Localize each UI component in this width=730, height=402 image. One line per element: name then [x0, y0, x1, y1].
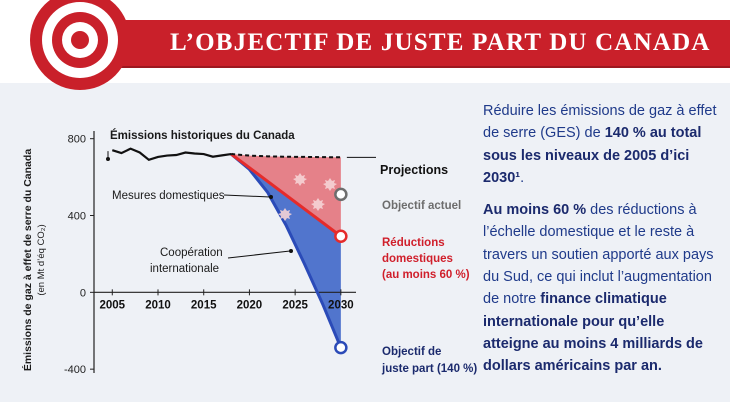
cooperation-label-1: Coopération: [160, 247, 223, 259]
side-p2-c: finance climatique internationale pour q…: [483, 291, 703, 375]
maple-leaf-icon: [323, 178, 337, 191]
x-tick-label: 2010: [145, 299, 171, 311]
y-axis-title: Émissions de gaz à effet de serre du Can…: [22, 148, 34, 372]
series-historique-line: [111, 147, 232, 162]
reductions-label-2: domestiques: [382, 253, 453, 265]
side-paragraph-2: Au moins 60 % des réductions à l’échelle…: [483, 199, 721, 377]
series-reductions-domestiques-line: [230, 152, 342, 238]
mesures-domestiques-label: Mesures domestiques: [112, 190, 225, 202]
target-icon: [30, 0, 130, 90]
side-p1-a: Réduire les émissions de gaz à effet de …: [483, 103, 717, 142]
header: L’OBJECTIF DE JUSTE PART DU CANADA: [0, 0, 730, 90]
series-projections-line: [231, 153, 341, 159]
projections-label: Projections: [380, 163, 449, 177]
marker-objectif-actuel: [334, 187, 348, 202]
maple-leaf-icon: [278, 208, 292, 221]
x-tick-label: 2015: [191, 299, 217, 311]
side-p2-a: Au moins 60 %: [483, 202, 587, 219]
chart-svg: -400 0 400 800 2005 2010 2015 2020 2025 2030: [64, 131, 376, 376]
page-title: L’OBJECTIF DE JUSTE PART DU CANADA: [170, 29, 711, 56]
leader-cooperation: [227, 250, 291, 259]
y-tick-label: 0: [80, 287, 86, 299]
area-cooperation-internationale: [231, 154, 341, 348]
side-paragraph-1: Réduire les émissions de gaz à effet de …: [483, 100, 721, 189]
x-tick-label: 2030: [328, 299, 354, 311]
maple-leaf-icon: [311, 198, 325, 211]
x-tick-label: 2020: [237, 299, 263, 311]
y-tick-label: -400: [64, 364, 86, 376]
side-p2-b: des réductions à l’échelle domestique et…: [483, 202, 714, 308]
leader-historique-dot: [106, 157, 110, 161]
leader-cooperation-dot: [289, 249, 293, 253]
x-tick-label: 2025: [282, 299, 308, 311]
side-text: Réduire les émissions de gaz à effet de …: [483, 100, 721, 388]
side-p1-b: 140 % au total sous les niveaux de 2005 …: [483, 125, 702, 186]
objectif-actuel-label: Objectif actuel: [382, 200, 462, 212]
side-p1-c: .: [520, 169, 525, 186]
leader-mesures: [223, 194, 271, 198]
marker-juste-part: [334, 340, 348, 355]
historic-label: Émissions historiques du Canada: [110, 130, 295, 142]
maple-leaf-icon: [293, 173, 307, 186]
juste-part-label-2: juste part (140 %): [382, 363, 478, 375]
reductions-label-3: (au moins 60 %): [382, 269, 470, 281]
y-tick-label: 400: [68, 211, 86, 223]
leader-mesures-dot: [269, 195, 273, 199]
juste-part-label-1: Objectif de: [382, 346, 442, 358]
y-tick-label: 800: [68, 134, 86, 146]
y-axis-unit: (en Mt d’éq CO₂): [36, 224, 47, 296]
x-tick-label: 2005: [99, 299, 125, 311]
reductions-label-1: Réductions: [382, 237, 445, 249]
cooperation-label-2: internationale: [150, 263, 220, 275]
emissions-chart: -400 0 400 800 2005 2010 2015 2020 2025 2030 Émis…: [0, 83, 477, 402]
title-banner: L’OBJECTIF DE JUSTE PART DU CANADA: [110, 20, 730, 66]
marker-reductions: [334, 229, 348, 244]
